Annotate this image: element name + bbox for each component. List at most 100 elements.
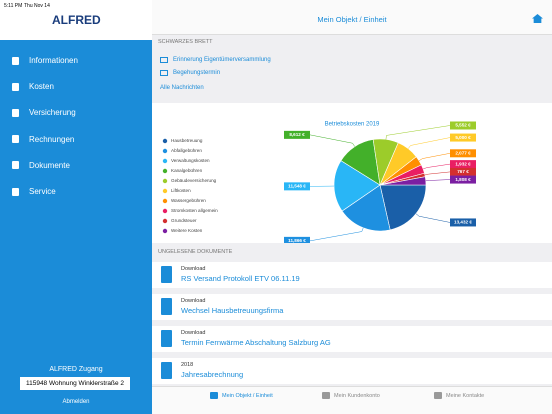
tab[interactable]: Mein Objekt / Einheit	[210, 392, 273, 399]
data-label: 767 €	[457, 169, 469, 174]
menu-icon	[12, 56, 19, 65]
label-box	[450, 121, 476, 130]
tab-bar	[152, 386, 552, 414]
leader-line	[407, 137, 451, 149]
label-box	[284, 236, 310, 245]
data-label: 2,077 €	[455, 151, 471, 156]
menu-item[interactable]: Kosten	[12, 82, 54, 91]
logo: ALFRED	[52, 13, 101, 27]
legend-swatch	[162, 198, 168, 204]
leader-line	[309, 134, 355, 147]
document-card[interactable]: 2018 Jahresabrechnung	[152, 358, 552, 384]
legend-label: Liftkosten	[171, 188, 191, 193]
document-title: Jahresabrechnung	[181, 370, 244, 379]
data-label: 5,552 €	[455, 123, 471, 128]
document-icon	[161, 330, 172, 347]
tab[interactable]: Meine Kontakte	[434, 392, 484, 399]
leader-line	[309, 227, 364, 242]
data-label: 11,866 €	[288, 238, 306, 243]
legend-swatch	[162, 228, 168, 234]
menu-label: Dokumente	[29, 160, 70, 170]
sidebar	[0, 0, 152, 414]
home-button[interactable]	[532, 14, 543, 23]
label-box	[284, 182, 310, 191]
document-card[interactable]: Download RS Versand Protokoll ETV 06.11.1…	[152, 262, 552, 288]
notice-link[interactable]: Erinnerung Eigentümerversammlung	[160, 57, 271, 63]
legend-swatch	[162, 188, 168, 194]
pie-slice	[341, 184, 391, 232]
tab[interactable]: Mein Kundenkonto	[322, 392, 380, 399]
tab-icon	[434, 392, 442, 399]
legend-label: Wassergebühren	[171, 198, 206, 203]
label-box	[450, 167, 476, 176]
legend-swatch	[162, 168, 168, 174]
label-box	[450, 175, 476, 184]
menu-item[interactable]: Dokumente	[12, 161, 70, 170]
notice-link[interactable]: Begehungstermin	[160, 70, 220, 76]
document-card[interactable]: Download Termin Fernwärme Abschaltung Sal…	[152, 326, 552, 352]
chart-panel: Betriebskosten 2019 13,432 € 11,866 € 11,5…	[152, 103, 552, 245]
legend-swatch	[162, 158, 168, 164]
menu-icon	[12, 161, 19, 170]
status-time: 5:11 PM	[4, 3, 23, 9]
all-messages-link[interactable]: Alle Nachrichten	[160, 85, 204, 91]
menu-label: Kosten	[29, 82, 54, 92]
legend-label: Kanalgebühren	[171, 168, 203, 173]
tab-label: Mein Kundenkonto	[334, 392, 380, 399]
tab-label: Meine Kontakte	[446, 392, 485, 399]
header-title: Mein Objekt / Einheit	[317, 15, 387, 24]
menu-item[interactable]: Service	[12, 187, 56, 196]
tab-icon	[210, 392, 218, 399]
menu-label: Versicherung	[29, 108, 76, 118]
legend-label: Verwaltungskosten	[171, 158, 210, 163]
label-box	[450, 218, 476, 227]
section-heading: UNGELESENE DOKUMENTE	[158, 249, 233, 255]
notice-text: Erinnerung Eigentümerversammlung	[173, 57, 271, 63]
pie-slice	[379, 184, 427, 231]
legend-label: Stromkosten allgemein	[171, 208, 218, 213]
document-label: Download	[181, 266, 206, 272]
notice-text: Begehungstermin	[173, 70, 221, 76]
legend-label: Hausbetreuung	[171, 138, 203, 143]
legend-label: Gebäudeversicherung	[171, 178, 217, 183]
header	[152, 0, 552, 35]
document-title: Termin Fernwärme Abschaltung Salzburg AG	[181, 338, 331, 347]
document-card[interactable]: Download Wechsel Hausbetreuungsfirma	[152, 294, 552, 320]
label-box	[450, 133, 476, 142]
document-label: 2018	[181, 362, 194, 368]
menu-item[interactable]: Versicherung	[12, 108, 76, 117]
menu-label: Service	[29, 187, 56, 196]
logo-area: 5:11 PM Thu Nov 14 ALFRED	[0, 0, 152, 40]
chart: Betriebskosten 2019 13,432 € 11,866 € 11,5…	[162, 121, 476, 245]
document-icon	[161, 298, 172, 315]
data-label: 1,932 €	[455, 161, 471, 166]
leader-line	[418, 153, 451, 161]
document-title: Wechsel Hausbetreuungsfirma	[181, 306, 284, 315]
menu-item[interactable]: Informationen	[12, 56, 78, 65]
status-date: Thu Nov 14	[24, 3, 50, 9]
section-heading: SCHWARZES BRETT	[158, 39, 213, 45]
menu-icon	[12, 187, 19, 196]
data-label: 8,612 €	[289, 132, 305, 137]
data-label: 5,000 €	[455, 135, 471, 140]
logout[interactable]: Abmelden	[62, 399, 90, 405]
legend-swatch	[162, 178, 168, 184]
leader-line	[385, 125, 451, 140]
envelope-icon	[160, 57, 168, 63]
chart-title: Betriebskosten 2019	[325, 122, 380, 128]
legend-swatch	[162, 218, 168, 224]
access-label: ALFRED Zugang	[49, 366, 103, 373]
envelope-icon	[160, 70, 168, 76]
menu-item[interactable]: Rechnungen	[12, 135, 74, 144]
unit-select[interactable]: 115948 Wohnung Winklerstraße 2	[20, 377, 130, 390]
legend-label: Grundsteuer	[171, 218, 197, 223]
document-title: RS Versand Protokoll ETV 06.11.19	[181, 274, 300, 283]
leader-line	[424, 171, 451, 176]
leader-line	[415, 213, 451, 223]
data-label: 11,548 €	[288, 184, 306, 189]
legend-swatch	[162, 138, 168, 144]
tab-label: Mein Objekt / Einheit	[222, 392, 273, 399]
menu-icon	[12, 82, 19, 91]
menu-icon	[12, 108, 19, 117]
